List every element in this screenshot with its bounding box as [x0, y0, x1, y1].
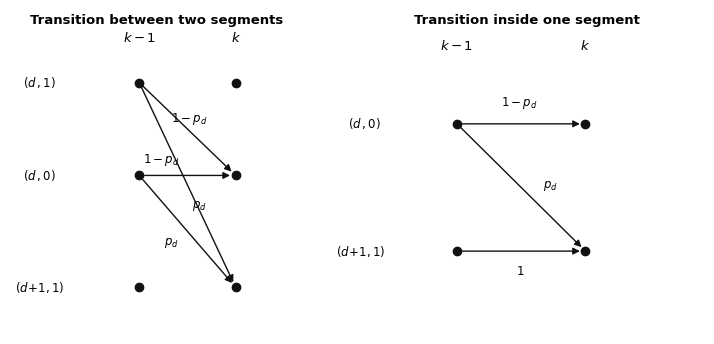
Text: $(d\,,0)$: $(d\,,0)$: [348, 116, 381, 131]
Text: $1$: $1$: [516, 265, 524, 278]
Text: $p_d$: $p_d$: [543, 179, 558, 193]
Text: $k-1$: $k-1$: [123, 31, 156, 45]
Text: $k-1$: $k-1$: [441, 40, 473, 53]
Text: $1-p_d$: $1-p_d$: [501, 95, 538, 111]
Text: $k$: $k$: [231, 31, 241, 45]
Text: $1-p_d$: $1-p_d$: [171, 111, 208, 127]
Text: Transition inside one segment: Transition inside one segment: [414, 14, 640, 27]
Text: $1-p_d$: $1-p_d$: [143, 152, 179, 168]
Text: Transition between two segments: Transition between two segments: [31, 14, 283, 27]
Text: $(d\!+\!1,1)$: $(d\!+\!1,1)$: [336, 244, 385, 259]
Text: $(d\,,0)$: $(d\,,0)$: [23, 168, 56, 183]
Text: $(d\!+\!1,1)$: $(d\!+\!1,1)$: [15, 280, 64, 295]
Text: $p_d$: $p_d$: [164, 236, 179, 249]
Text: $k$: $k$: [580, 40, 590, 53]
Text: $p_d$: $p_d$: [192, 200, 207, 213]
Text: $(d\,,1)$: $(d\,,1)$: [23, 75, 56, 90]
